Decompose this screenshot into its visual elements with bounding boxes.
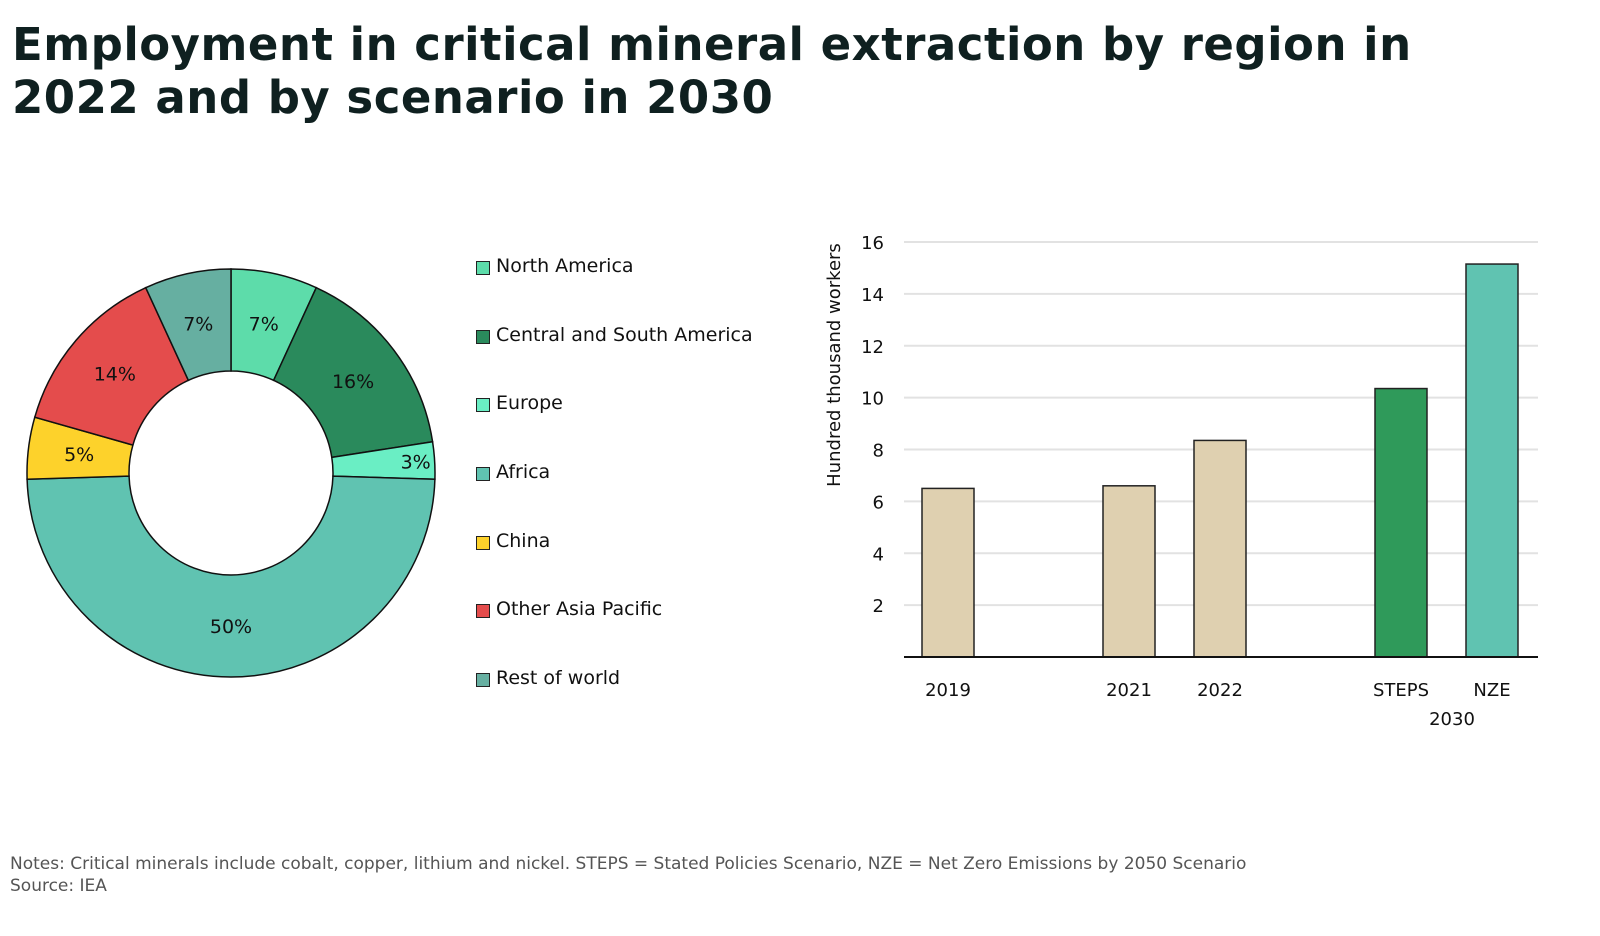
chart-title: Employment in critical mineral extractio… bbox=[12, 18, 1412, 124]
y-tick-label: 8 bbox=[873, 441, 884, 462]
legend-item: Other Asia Pacific bbox=[476, 598, 753, 667]
bar bbox=[1374, 387, 1428, 658]
legend-label: Rest of world bbox=[496, 667, 621, 690]
legend-swatch bbox=[476, 261, 490, 275]
legend-swatch bbox=[476, 329, 490, 344]
notes-text: Notes: Critical minerals include cobalt,… bbox=[10, 854, 1247, 874]
slice-label: 7% bbox=[183, 314, 213, 336]
legend-item: Central and South America bbox=[476, 324, 753, 393]
slice-label: 16% bbox=[332, 371, 374, 393]
y-tick-label: 2 bbox=[873, 596, 884, 617]
legend-item: Rest of world bbox=[476, 667, 753, 736]
bar bbox=[1465, 263, 1519, 658]
legend-swatch bbox=[476, 398, 490, 413]
slice-label: 50% bbox=[210, 616, 252, 638]
legend-swatch bbox=[476, 604, 490, 619]
x-tick-label: STEPS bbox=[1373, 680, 1429, 701]
footnotes: Notes: Critical minerals include cobalt,… bbox=[10, 853, 1246, 897]
donut-slice bbox=[26, 475, 436, 678]
slice-label: 7% bbox=[249, 314, 279, 336]
slice-label: 3% bbox=[401, 452, 431, 474]
x-tick-label: 2022 bbox=[1197, 680, 1243, 701]
legend-item: China bbox=[476, 530, 753, 599]
legend-label: Africa bbox=[496, 461, 551, 484]
x-tick-label: 2019 bbox=[925, 680, 971, 701]
slice-label: 5% bbox=[64, 444, 94, 466]
bar-chart: 2 4 6 8 10 12 14 16 2019 2021 2022 STEPS NZE 2030 Hund… bbox=[824, 233, 1538, 730]
group-label: 2030 bbox=[1429, 709, 1475, 730]
bar bbox=[1193, 439, 1247, 658]
y-axis-label: Hundred thousand workers bbox=[824, 243, 845, 487]
legend-item: Europe bbox=[476, 392, 753, 461]
legend-label: China bbox=[496, 529, 551, 552]
legend-label: North America bbox=[496, 255, 634, 277]
y-tick-label: 16 bbox=[861, 233, 884, 254]
donut-slice bbox=[272, 286, 434, 459]
y-tick-label: 4 bbox=[873, 544, 884, 565]
legend-swatch bbox=[476, 535, 490, 550]
x-tick-label: 2021 bbox=[1106, 680, 1152, 701]
donut-slice bbox=[144, 268, 232, 382]
legend-item: North America bbox=[476, 255, 753, 324]
bar bbox=[921, 487, 975, 658]
y-tick-label: 6 bbox=[873, 492, 884, 513]
donut-legend: North America Central and South America Eu… bbox=[476, 255, 753, 736]
slice-label: 14% bbox=[94, 363, 136, 385]
legend-swatch bbox=[476, 673, 490, 688]
legend-swatch bbox=[476, 467, 490, 482]
bar bbox=[1102, 485, 1156, 658]
legend-label: Central and South America bbox=[496, 323, 753, 346]
source-text: Source: IEA bbox=[10, 876, 107, 896]
x-tick-label: NZE bbox=[1473, 680, 1510, 701]
legend-label: Europe bbox=[496, 392, 563, 415]
y-tick-label: 10 bbox=[861, 389, 884, 410]
legend-item: Africa bbox=[476, 461, 753, 530]
legend-label: Other Asia Pacific bbox=[496, 598, 663, 621]
y-tick-label: 14 bbox=[861, 285, 884, 306]
y-tick-label: 12 bbox=[861, 337, 884, 358]
donut-chart: 7% 16% 3% 50% 5% 14% 7% bbox=[26, 268, 436, 678]
